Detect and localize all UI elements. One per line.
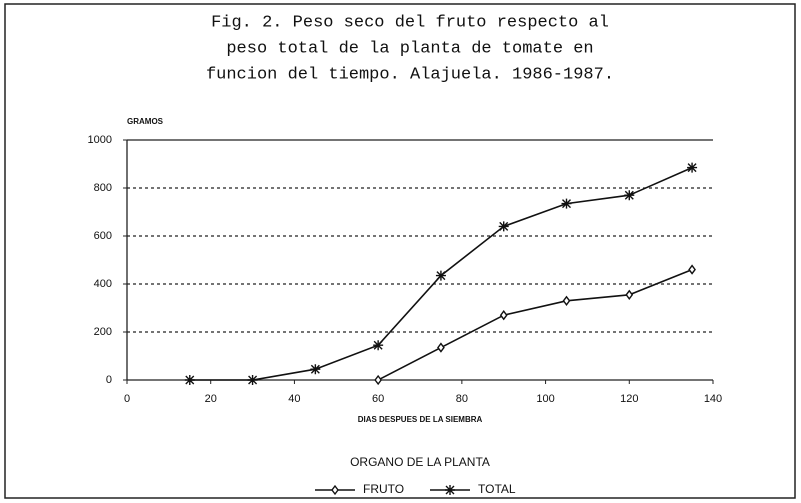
y-tick-label: 800	[94, 182, 112, 194]
point	[374, 374, 383, 386]
x-tick-label: 60	[372, 393, 384, 405]
point	[435, 270, 446, 281]
point	[331, 484, 339, 496]
legend-label: FRUTO	[363, 482, 404, 496]
point	[688, 264, 696, 275]
point	[624, 190, 635, 201]
x-tick-label: 140	[704, 393, 722, 405]
x-tick-label: 100	[536, 393, 554, 405]
point	[184, 375, 195, 385]
point	[499, 310, 508, 321]
y-tick-label: 400	[94, 278, 112, 290]
chart-title: Fig. 2. Peso seco del fruto respecto al	[211, 13, 609, 32]
frame	[4, 3, 796, 499]
series-line	[377, 268, 693, 381]
y-tick-label: 200	[94, 326, 112, 338]
point	[561, 198, 572, 209]
y-tick-label: 1000	[88, 134, 112, 146]
x-tick-label: 0	[124, 393, 130, 405]
y-axis-label: GRAMOS	[127, 117, 164, 126]
point	[373, 340, 384, 351]
x-tick-label: 20	[205, 393, 217, 405]
y-tick-label: 600	[94, 230, 112, 242]
legend-title: ORGANO DE LA PLANTA	[350, 455, 490, 469]
x-tick-label: 80	[456, 393, 468, 405]
point	[498, 221, 509, 232]
point	[310, 364, 321, 375]
x-tick-label: 120	[620, 393, 638, 405]
legend-label: TOTAL	[478, 482, 516, 496]
point	[562, 295, 571, 306]
chart-title: peso total de la planta de tomate en	[226, 39, 593, 58]
x-tick-label: 40	[288, 393, 300, 405]
x-axis-label: DIAS DESPUES DE LA SIEMBRA	[358, 415, 483, 424]
point	[445, 485, 455, 495]
point	[687, 162, 698, 173]
y-tick-label: 0	[106, 374, 112, 386]
chart-title: funcion del tiempo. Alajuela. 1986-1987.	[206, 65, 614, 84]
point	[247, 375, 258, 385]
point	[625, 289, 634, 300]
point	[437, 342, 445, 353]
